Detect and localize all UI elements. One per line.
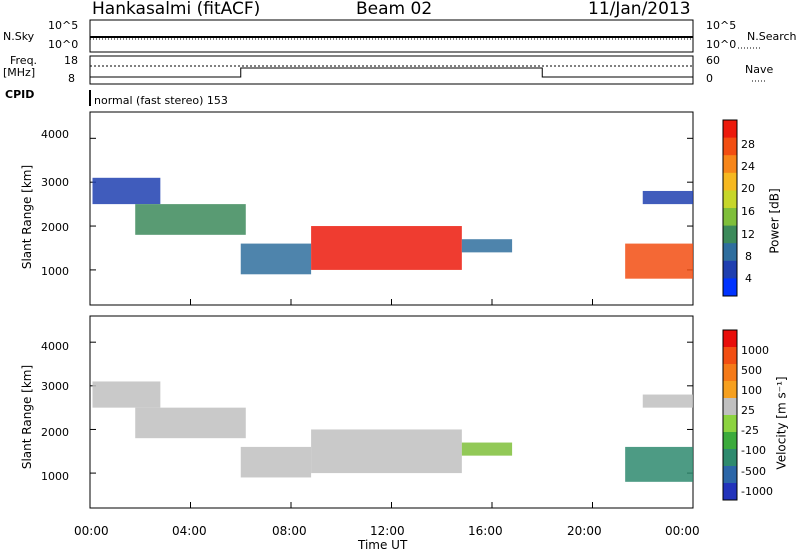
power-scatter-region-2 — [240, 243, 312, 275]
nave-label: Nave — [745, 63, 774, 76]
velocity-colorbar-segment-0 — [723, 330, 737, 348]
velocity-colorbar-segment-1 — [723, 347, 737, 365]
freq-label: Freq. — [10, 54, 38, 67]
nave-tick-top: 60 — [706, 54, 720, 67]
velocity-ytick-1000: 1000 — [41, 470, 69, 483]
power-cbar-tick-20: 20 — [741, 182, 755, 195]
nsky-label: N.Sky — [3, 30, 35, 43]
velocity-scatter-region-0 — [92, 381, 161, 408]
velocity-colorbar-segment-2 — [723, 364, 737, 382]
power-colorbar-segment-3 — [723, 172, 737, 191]
freq-panel-frame — [89, 55, 694, 85]
xaxis-label: Time UT — [358, 538, 408, 552]
power-scatter-region-5 — [625, 243, 693, 279]
power-cbar-tick-4: 4 — [745, 272, 752, 285]
power-colorbar-segment-0 — [723, 120, 737, 139]
power-colorbar-segment-4 — [723, 190, 737, 209]
power-ytick-1000: 1000 — [41, 265, 69, 278]
velocity-cbar-tick-m500: -500 — [741, 465, 766, 478]
station-title: Hankasalmi (fitACF) — [92, 0, 261, 19]
xtick-4: 16:00 — [468, 524, 503, 538]
nsearch-label: N.Search — [747, 30, 797, 43]
xtick-3: 12:00 — [370, 524, 405, 538]
power-ytick-3000: 3000 — [41, 176, 69, 189]
velocity-scatter-region-6 — [642, 394, 693, 408]
power-scatter-region-0 — [92, 177, 161, 205]
velocity-scatter-region-1 — [135, 407, 246, 439]
velocity-ytick-3000: 3000 — [41, 380, 69, 393]
power-ylabel: Slant Range [km] — [20, 164, 35, 270]
freq-tick-bottom: 8 — [68, 72, 75, 85]
velocity-cbar-tick-1000: 1000 — [741, 344, 769, 357]
velocity-colorbar-segment-7 — [723, 449, 737, 467]
power-scatter-region-6 — [642, 190, 693, 205]
power-colorbar-segment-9 — [723, 278, 737, 297]
power-ytick-4000: 4000 — [41, 128, 69, 141]
nsky-tick-top: 10^5 — [48, 19, 79, 32]
power-cbar-tick-16: 16 — [741, 205, 755, 218]
power-colorbar-frame — [722, 119, 738, 297]
power-colorbar-segment-5 — [723, 208, 737, 227]
power-colorbar-segment-1 — [723, 137, 737, 156]
velocity-scatter-region-3 — [311, 429, 462, 474]
xtick-6: 00:00 — [665, 524, 700, 538]
power-colorbar-segment-7 — [723, 243, 737, 262]
xtick-1: 04:00 — [172, 524, 207, 538]
cpid-text: normal (fast stereo) 153 — [94, 94, 228, 107]
velocity-colorbar-segment-8 — [723, 466, 737, 484]
velocity-colorbar-segment-3 — [723, 381, 737, 399]
xtick-0: 00:00 — [74, 524, 109, 538]
velocity-colorbar-segment-5 — [723, 415, 737, 433]
beam-title: Beam 02 — [356, 0, 433, 19]
power-cbar-tick-28: 28 — [741, 138, 755, 151]
power-cbar-tick-24: 24 — [741, 160, 755, 173]
freq-trace — [90, 67, 693, 78]
nsky-tick-bottom: 10^0 — [48, 38, 79, 51]
power-scatter-region-4 — [461, 239, 513, 253]
velocity-scatter-region-4 — [461, 442, 513, 456]
date-title: 11/Jan/2013 — [588, 0, 691, 19]
velocity-cbar-tick-100: 100 — [741, 384, 762, 397]
velocity-ytick-2000: 2000 — [41, 426, 69, 439]
power-scatter-region-1 — [135, 204, 246, 235]
cpid-label: CPID — [5, 88, 35, 101]
velocity-colorbar-segment-9 — [723, 483, 737, 501]
power-colorbar-segment-8 — [723, 260, 737, 279]
xtick-2: 08:00 — [272, 524, 307, 538]
velocity-cbar-tick-m25: -25 — [741, 424, 759, 437]
power-cbar-tick-12: 12 — [741, 228, 755, 241]
velocity-cbar-tick-25: 25 — [741, 404, 755, 417]
nsearch-tick-bottom: 10^0 — [706, 38, 737, 51]
power-cbar-tick-8: 8 — [745, 250, 752, 263]
nsearch-tick-top: 10^5 — [706, 19, 737, 32]
velocity-cbar-tick-m100: -100 — [741, 444, 766, 457]
velocity-ylabel: Slant Range [km] — [20, 364, 35, 470]
power-scatter-region-3 — [311, 226, 462, 270]
power-cbar-label: Power [dB] — [767, 188, 782, 254]
velocity-scatter-region-5 — [625, 446, 693, 482]
power-colorbar-segment-2 — [723, 155, 737, 174]
velocity-cbar-label: Velocity [m s⁻¹] — [774, 376, 789, 470]
velocity-cbar-tick-500: 500 — [741, 364, 762, 377]
nave-tick-bottom: 0 — [706, 72, 713, 85]
velocity-ytick-4000: 4000 — [41, 340, 69, 353]
power-ytick-2000: 2000 — [41, 221, 69, 234]
power-colorbar-segment-6 — [723, 225, 737, 244]
chart-marks — [89, 19, 766, 509]
freq-tick-top: 18 — [64, 54, 78, 67]
velocity-colorbar-frame — [722, 329, 738, 501]
velocity-colorbar-segment-4 — [723, 398, 737, 416]
velocity-scatter-region-2 — [240, 446, 312, 478]
velocity-cbar-tick-m1000: -1000 — [741, 485, 773, 498]
freq-unit-label: [MHz] — [3, 66, 36, 79]
xtick-5: 20:00 — [567, 524, 602, 538]
velocity-colorbar-segment-6 — [723, 432, 737, 450]
